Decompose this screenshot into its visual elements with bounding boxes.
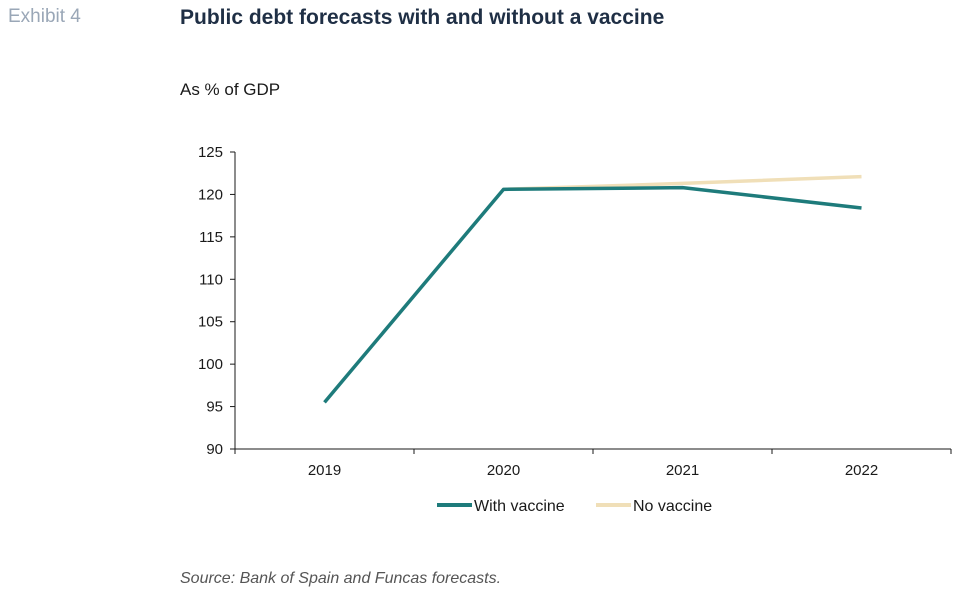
legend-label: No vaccine (633, 498, 712, 515)
y-tick-label: 100 (198, 356, 223, 373)
y-tick-label: 90 (206, 441, 223, 458)
x-tick-label: 2019 (308, 462, 341, 479)
x-tick-label: 2022 (845, 462, 878, 479)
chart-title: Public debt forecasts with and without a… (180, 6, 665, 29)
x-tick-label: 2021 (666, 462, 699, 479)
y-tick-label: 110 (199, 271, 223, 288)
series-line-with-vaccine (323, 185, 862, 404)
exhibit-label: Exhibit 4 (8, 6, 81, 27)
y-tick-label: 115 (199, 229, 223, 246)
y-tick-label: 95 (206, 399, 223, 416)
y-tick-label: 120 (198, 186, 223, 203)
legend-label: With vaccine (474, 498, 565, 515)
y-tick-label: 105 (198, 314, 223, 331)
series-layer (323, 174, 862, 404)
axes: 90 95 100 105 110 115 120 125 2019 2020 2021 2022 (198, 144, 952, 479)
x-tick-label: 2020 (487, 462, 520, 479)
source-note: Source: Bank of Spain and Funcas forecas… (180, 570, 502, 587)
y-tick-label: 125 (198, 144, 223, 161)
unit-label: As % of GDP (180, 80, 281, 99)
legend: With vaccine No vaccine (437, 498, 712, 515)
